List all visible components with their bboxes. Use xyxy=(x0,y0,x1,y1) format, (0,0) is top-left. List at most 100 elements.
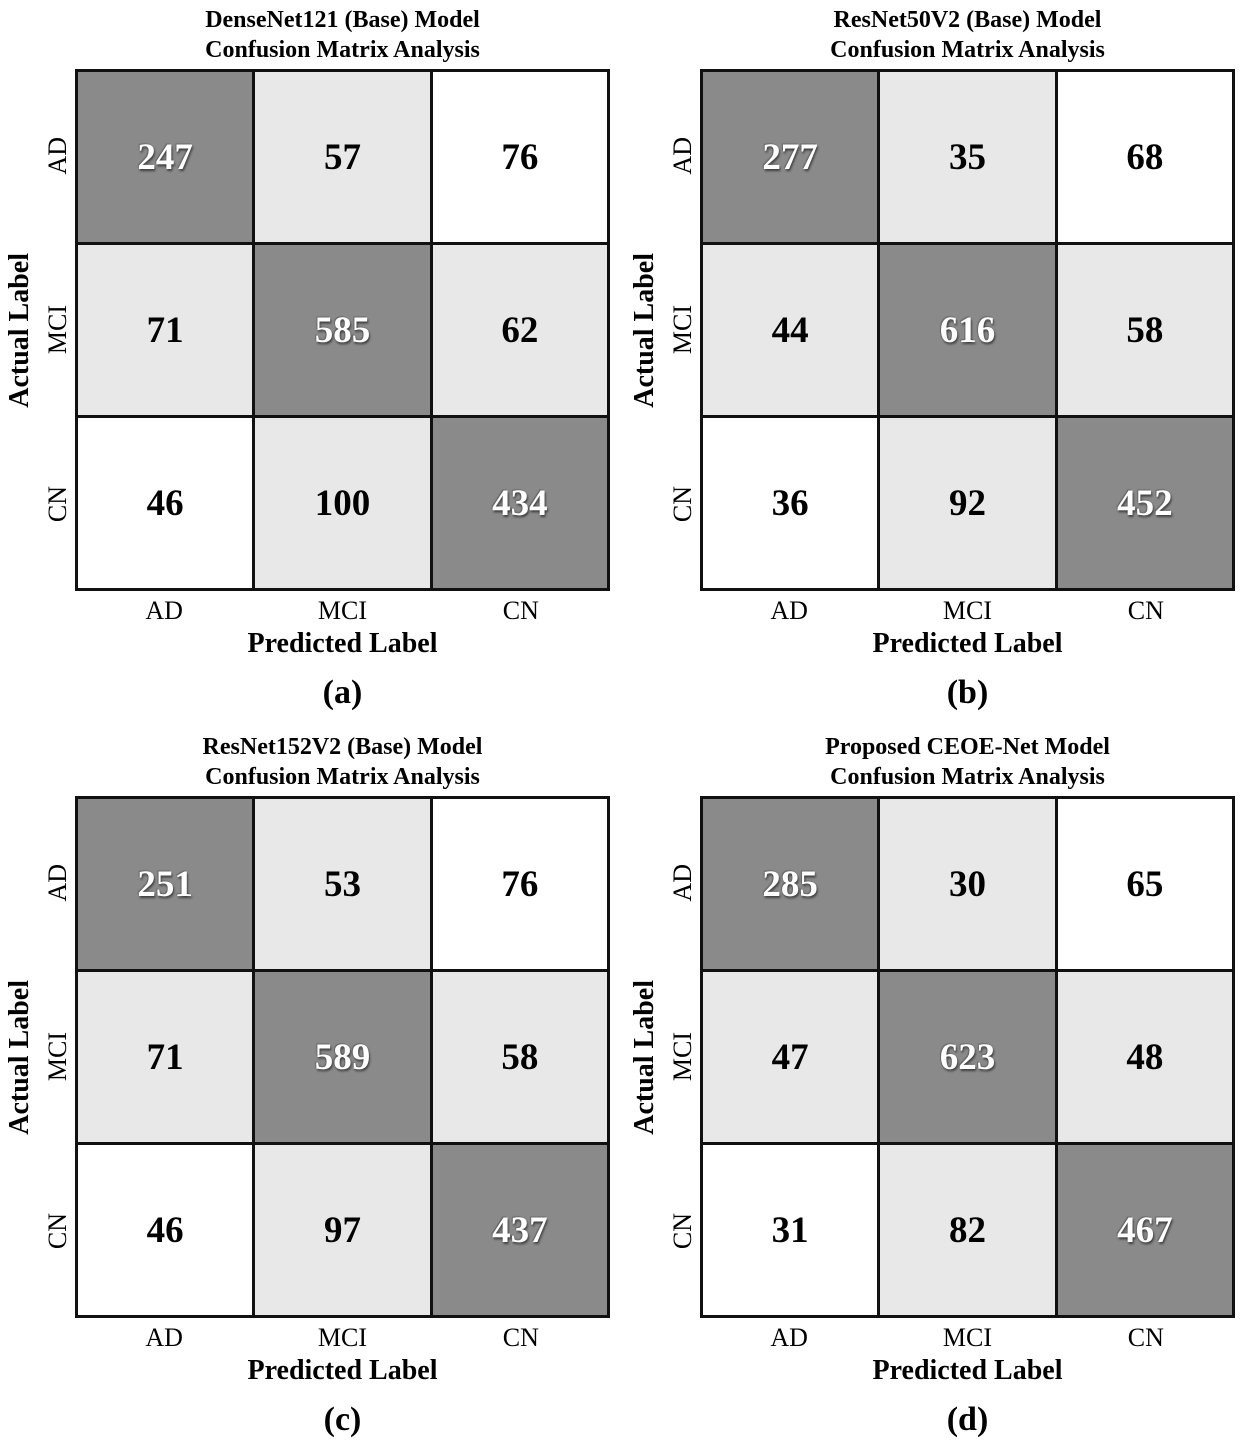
x-tick-ad: AD xyxy=(770,1323,808,1352)
cell-r1c2: 62 xyxy=(432,245,607,415)
panel-b-matrix-row: Actual Label AD MCI CN 277 35 68 44 616 … xyxy=(625,69,1250,591)
cell-r2c0: 46 xyxy=(78,418,253,588)
cell-r1c2: 58 xyxy=(432,972,607,1142)
x-tick-mci: MCI xyxy=(317,1323,368,1352)
cell-r1c1: 616 xyxy=(880,245,1055,415)
panel-a-y-axis-title: Actual Label xyxy=(0,69,40,591)
cell-r2c2: 434 xyxy=(432,418,607,588)
panel-c-matrix-row: Actual Label AD MCI CN 251 53 76 71 589 … xyxy=(0,796,625,1318)
cell-r2c2: 437 xyxy=(432,1145,607,1315)
y-tick-ad-label: AD xyxy=(667,864,697,902)
x-tick-mci: MCI xyxy=(942,1323,993,1352)
cell-r1c1: 585 xyxy=(255,245,430,415)
cell-r2c0: 46 xyxy=(78,1145,253,1315)
panel-c-title-line2: Confusion Matrix Analysis xyxy=(205,764,480,790)
y-tick-cn-label: CN xyxy=(42,1212,72,1250)
y-tick-mci-label: MCI xyxy=(42,305,72,355)
panel-a-title: DenseNet121 (Base) Model Confusion Matri… xyxy=(75,5,610,65)
panel-a-y-ticks: AD MCI CN xyxy=(40,69,75,591)
panel-b-title-line1: ResNet50V2 (Base) Model xyxy=(833,7,1102,33)
y-tick-cn-label: CN xyxy=(42,485,72,523)
panel-c-y-ticks: AD MCI CN xyxy=(40,796,75,1318)
x-tick-mci: MCI xyxy=(942,596,993,625)
y-tick-cn: CN xyxy=(665,417,700,591)
y-axis-title-label: Actual Label xyxy=(4,252,35,408)
panel-d-y-axis-title: Actual Label xyxy=(625,796,665,1318)
panel-d-x-ticks: AD MCI CN xyxy=(700,1323,1235,1353)
y-tick-mci: MCI xyxy=(40,970,75,1144)
panel-a-caption: (a) xyxy=(322,674,363,711)
cell-r2c2: 452 xyxy=(1057,418,1232,588)
x-tick-ad: AD xyxy=(770,596,808,625)
cell-r1c2: 58 xyxy=(1057,245,1232,415)
cell-r0c0: 247 xyxy=(78,72,253,242)
panel-c-title: ResNet152V2 (Base) Model Confusion Matri… xyxy=(75,732,610,792)
cell-r2c0: 36 xyxy=(703,418,878,588)
x-tick-cn: CN xyxy=(502,1323,539,1352)
y-axis-title-label: Actual Label xyxy=(4,979,35,1135)
cell-r1c1: 589 xyxy=(255,972,430,1142)
panel-d-caption: (d) xyxy=(946,1401,989,1438)
cell-r1c2: 48 xyxy=(1057,972,1232,1142)
cell-r2c1: 97 xyxy=(255,1145,430,1315)
y-tick-mci-label: MCI xyxy=(667,305,697,355)
panel-a-title-line1: DenseNet121 (Base) Model xyxy=(205,7,480,33)
panel-c-caption: (c) xyxy=(323,1401,362,1438)
panel-b-title-line2: Confusion Matrix Analysis xyxy=(830,37,1105,63)
x-axis-title: Predicted Label xyxy=(247,628,438,659)
x-tick-cn: CN xyxy=(502,596,539,625)
y-tick-ad-label: AD xyxy=(42,864,72,902)
cell-r1c0: 71 xyxy=(78,972,253,1142)
cell-r2c2: 467 xyxy=(1057,1145,1232,1315)
x-axis-title: Predicted Label xyxy=(872,628,1063,659)
panel-b-title: ResNet50V2 (Base) Model Confusion Matrix… xyxy=(700,5,1235,65)
cell-r0c1: 35 xyxy=(880,72,1055,242)
x-tick-cn: CN xyxy=(1127,1323,1164,1352)
panel-c: ResNet152V2 (Base) Model Confusion Matri… xyxy=(0,727,625,1454)
panel-a: DenseNet121 (Base) Model Confusion Matri… xyxy=(0,0,625,727)
panel-d-title-line1: Proposed CEOE-Net Model xyxy=(825,734,1110,760)
panel-d-title: Proposed CEOE-Net Model Confusion Matrix… xyxy=(700,732,1235,792)
x-tick-ad: AD xyxy=(145,596,183,625)
y-tick-ad-label: AD xyxy=(42,137,72,175)
y-tick-ad: AD xyxy=(40,69,75,243)
cell-r0c2: 68 xyxy=(1057,72,1232,242)
panel-d-matrix-row: Actual Label AD MCI CN 285 30 65 47 623 … xyxy=(625,796,1250,1318)
panel-b-y-axis-title: Actual Label xyxy=(625,69,665,591)
panel-c-heatmap: 251 53 76 71 589 58 46 97 437 xyxy=(75,796,610,1318)
y-tick-ad: AD xyxy=(665,796,700,970)
x-axis-title: Predicted Label xyxy=(247,1355,438,1386)
y-axis-title-label: Actual Label xyxy=(629,979,660,1135)
cell-r1c0: 44 xyxy=(703,245,878,415)
panel-d: Proposed CEOE-Net Model Confusion Matrix… xyxy=(625,727,1250,1454)
cell-r0c1: 30 xyxy=(880,799,1055,969)
cell-r0c0: 285 xyxy=(703,799,878,969)
y-tick-cn-label: CN xyxy=(667,1212,697,1250)
panel-a-heatmap: 247 57 76 71 585 62 46 100 434 xyxy=(75,69,610,591)
cell-r1c1: 623 xyxy=(880,972,1055,1142)
x-tick-mci: MCI xyxy=(317,596,368,625)
panel-d-title-line2: Confusion Matrix Analysis xyxy=(830,764,1105,790)
y-tick-cn: CN xyxy=(40,417,75,591)
y-axis-title-label: Actual Label xyxy=(629,252,660,408)
y-tick-mci-label: MCI xyxy=(667,1032,697,1082)
cell-r0c1: 57 xyxy=(255,72,430,242)
panel-b-heatmap: 277 35 68 44 616 58 36 92 452 xyxy=(700,69,1235,591)
y-tick-ad: AD xyxy=(665,69,700,243)
cell-r0c2: 76 xyxy=(432,72,607,242)
panel-b: ResNet50V2 (Base) Model Confusion Matrix… xyxy=(625,0,1250,727)
panel-d-heatmap: 285 30 65 47 623 48 31 82 467 xyxy=(700,796,1235,1318)
panel-b-caption: (b) xyxy=(946,674,989,711)
cell-r0c2: 65 xyxy=(1057,799,1232,969)
cell-r0c0: 251 xyxy=(78,799,253,969)
panel-c-y-axis-title: Actual Label xyxy=(0,796,40,1318)
cell-r0c0: 277 xyxy=(703,72,878,242)
cell-r0c1: 53 xyxy=(255,799,430,969)
y-tick-ad: AD xyxy=(40,796,75,970)
panel-a-matrix-row: Actual Label AD MCI CN 247 57 76 71 585 … xyxy=(0,69,625,591)
cell-r1c0: 71 xyxy=(78,245,253,415)
panel-a-title-line2: Confusion Matrix Analysis xyxy=(205,37,480,63)
panel-d-y-ticks: AD MCI CN xyxy=(665,796,700,1318)
cell-r2c1: 100 xyxy=(255,418,430,588)
